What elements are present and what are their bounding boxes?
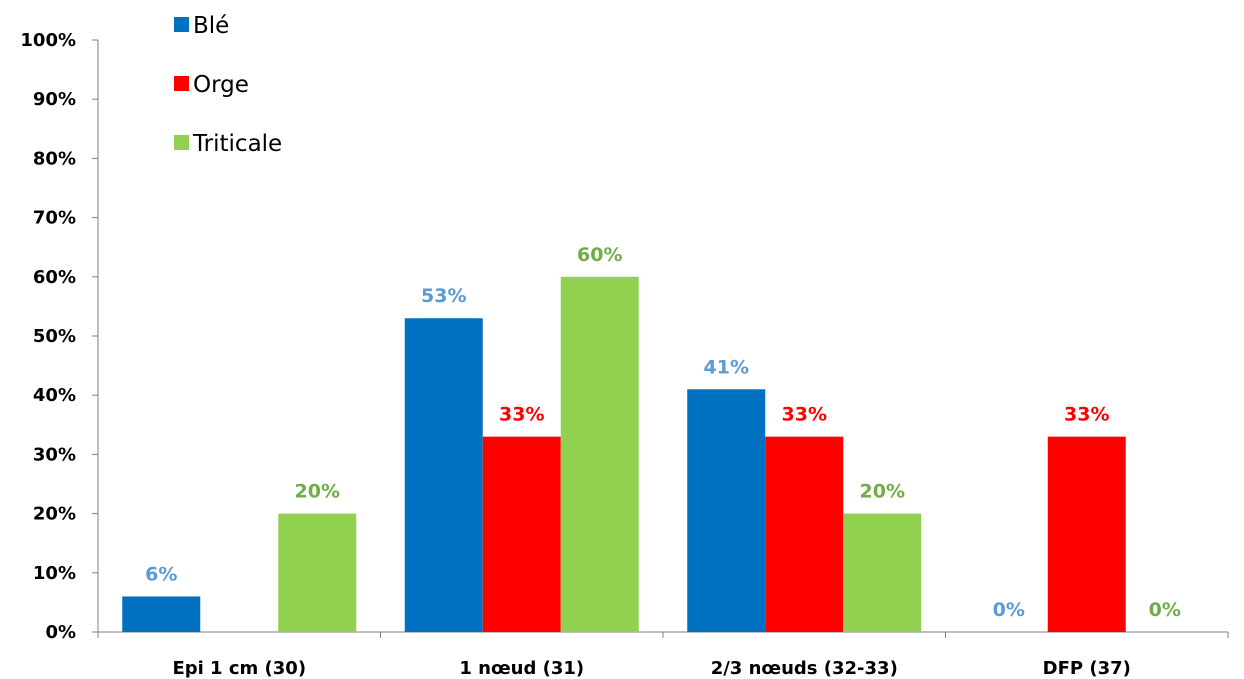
- y-tick-label: 90%: [33, 89, 76, 110]
- bar: [560, 276, 639, 632]
- y-tick-label: 40%: [33, 385, 76, 406]
- data-label: 6%: [145, 563, 177, 585]
- y-tick-label: 10%: [33, 563, 76, 584]
- bar: [843, 513, 922, 632]
- bar: [278, 513, 357, 632]
- bar: [404, 318, 483, 632]
- bar: [482, 436, 561, 632]
- data-label: 41%: [704, 356, 749, 378]
- y-tick-label: 60%: [33, 267, 76, 288]
- y-tick-label: 30%: [33, 444, 76, 465]
- y-tick-label: 20%: [33, 504, 76, 525]
- legend-label: Orge: [193, 72, 249, 98]
- x-tick-label: Epi 1 cm (30): [172, 658, 306, 679]
- data-label: 53%: [421, 285, 466, 307]
- bar: [765, 436, 844, 632]
- legend-label: Triticale: [192, 131, 282, 157]
- y-tick-label: 70%: [33, 208, 76, 229]
- data-label: 20%: [295, 481, 340, 503]
- data-label: 60%: [577, 244, 622, 266]
- bar: [687, 389, 766, 632]
- data-labels: 6% 20% 53% 33% 60% 41% 33% 20% 0% 33% 0%: [145, 244, 1181, 621]
- y-tick-label: 80%: [33, 148, 76, 169]
- bar: [1047, 436, 1126, 632]
- x-tick-label: 2/3 nœuds (32-33): [711, 658, 898, 679]
- x-tick-label: 1 nœud (31): [459, 658, 584, 679]
- data-label: 0%: [993, 599, 1025, 621]
- legend-swatch: [174, 76, 189, 91]
- legend: Blé Orge Triticale: [174, 13, 282, 157]
- y-tick-label: 50%: [33, 326, 76, 347]
- legend-swatch: [174, 135, 189, 150]
- data-label: 20%: [860, 481, 905, 503]
- legend-label: Blé: [193, 13, 229, 39]
- data-label: 0%: [1149, 599, 1181, 621]
- y-tick-label: 100%: [20, 30, 76, 51]
- bar: [122, 596, 201, 632]
- bars: [122, 276, 1126, 632]
- legend-swatch: [174, 17, 189, 32]
- y-axis: 0% 10% 20% 30% 40% 50% 60% 70% 80% 90% 100%: [20, 30, 99, 643]
- y-tick-label: 0%: [45, 622, 76, 643]
- data-label: 33%: [782, 404, 827, 426]
- x-tick-label: DFP (37): [1043, 658, 1131, 679]
- x-axis: Epi 1 cm (30) 1 nœud (31) 2/3 nœuds (32-33…: [97, 631, 1229, 679]
- data-label: 33%: [499, 404, 544, 426]
- data-label: 33%: [1064, 404, 1109, 426]
